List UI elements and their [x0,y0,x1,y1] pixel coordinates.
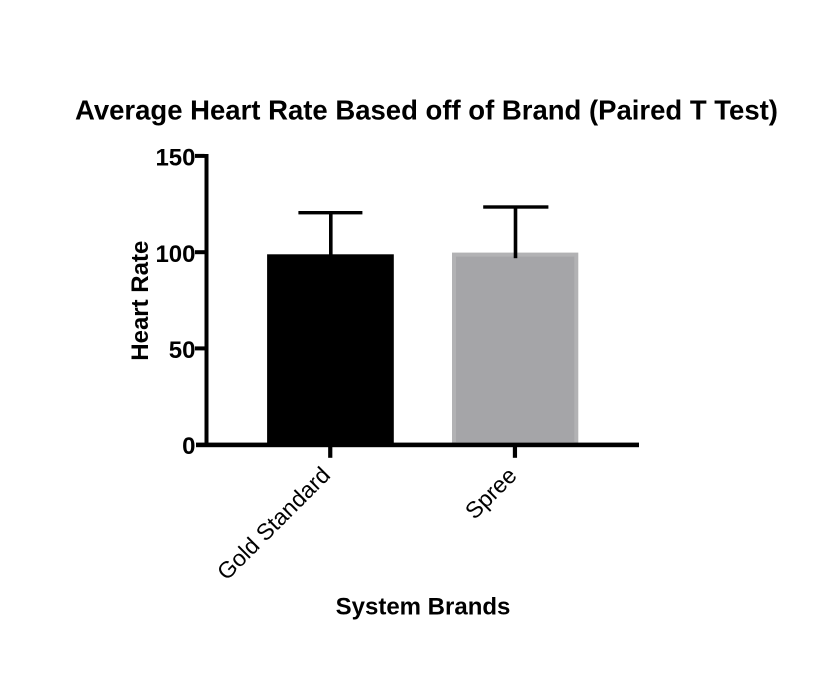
svg-text:Gold Standard: Gold Standard [212,462,335,585]
svg-text:100: 100 [155,241,195,268]
svg-text:Heart Rate: Heart Rate [127,241,154,361]
svg-text:0: 0 [182,433,195,460]
svg-text:Spree: Spree [460,462,522,524]
svg-text:Average Heart Rate Based off o: Average Heart Rate Based off of Brand (P… [75,95,778,126]
svg-text:150: 150 [155,145,195,172]
svg-text:50: 50 [169,337,196,364]
svg-text:System Brands: System Brands [336,594,511,621]
